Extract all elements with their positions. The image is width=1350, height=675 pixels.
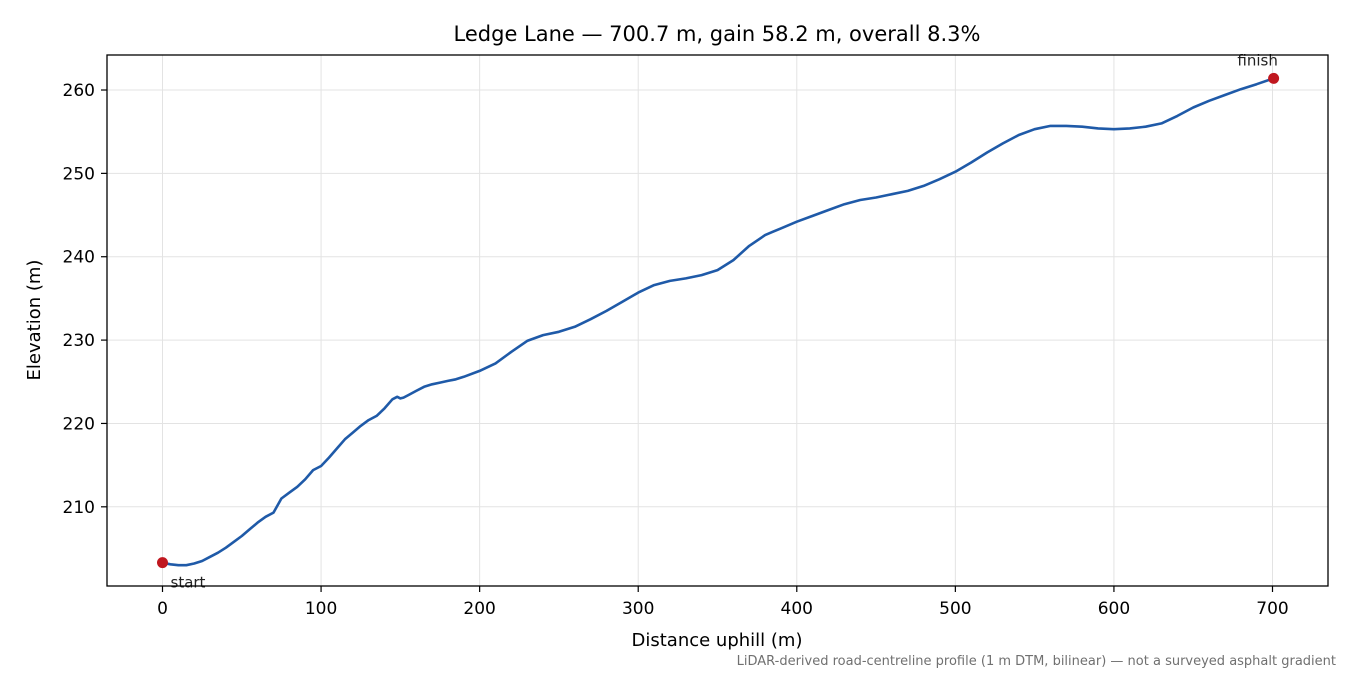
grid-lines — [107, 55, 1328, 586]
chart-caption: LiDAR-derived road-centreline profile (1… — [737, 654, 1336, 669]
x-tick-label: 400 — [781, 599, 813, 619]
x-tick-label: 600 — [1098, 599, 1130, 619]
y-tick-label: 240 — [63, 248, 95, 268]
x-tick-label: 500 — [939, 599, 971, 619]
elevation-line — [161, 77, 1275, 567]
x-tick-label: 200 — [463, 599, 495, 619]
x-axis-label: Distance uphill (m) — [632, 630, 803, 651]
y-tick-label: 230 — [63, 331, 95, 351]
start-marker — [157, 557, 168, 569]
y-tick-label: 260 — [63, 81, 95, 101]
x-tick-label: 0 — [157, 599, 168, 619]
finish-label: finish — [1237, 51, 1277, 69]
y-tick-label: 210 — [63, 498, 95, 518]
axis-ticks: 0 100 200 300 400 500 600 700 210 220 230 240 250 260 — [63, 81, 1289, 619]
start-label: start — [171, 574, 206, 592]
plot-frame — [106, 54, 1329, 587]
plot-data: start finish — [157, 51, 1280, 592]
x-tick-label: 700 — [1256, 599, 1288, 619]
y-tick-label: 220 — [63, 414, 95, 434]
chart-title: Ledge Lane — 700.7 m, gain 58.2 m, overa… — [454, 22, 981, 46]
y-axis-label: Elevation (m) — [24, 260, 45, 381]
x-tick-label: 100 — [305, 599, 337, 619]
y-tick-label: 250 — [63, 164, 95, 184]
finish-marker — [1268, 72, 1280, 84]
x-tick-label: 300 — [622, 599, 654, 619]
